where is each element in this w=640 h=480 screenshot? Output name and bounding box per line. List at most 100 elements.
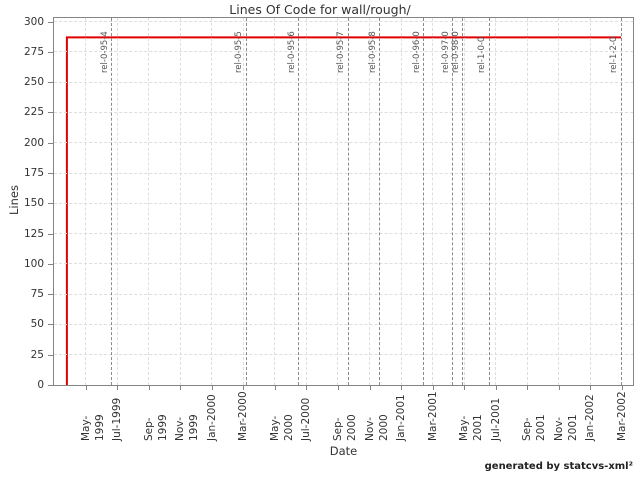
release-line — [488, 18, 490, 385]
y-tick-label: 300 — [23, 15, 44, 28]
y-tick-mark — [48, 233, 53, 235]
x-tick-label: Sep-2001 — [521, 414, 548, 441]
release-line — [298, 18, 300, 385]
x-tick-label: May-2000 — [268, 414, 295, 441]
y-gridline — [54, 202, 633, 204]
x-tick-mark — [85, 386, 87, 390]
x-gridline — [369, 18, 371, 385]
y-gridline — [54, 293, 633, 295]
y-tick-mark — [48, 203, 53, 205]
loc-series-path — [65, 36, 621, 385]
x-tick-label: Sep-1999 — [142, 414, 169, 441]
x-tick-mark — [306, 386, 308, 390]
x-tick-label: Jan-2001 — [395, 394, 408, 441]
x-gridline — [337, 18, 339, 385]
x-tick-label: Mar-2002 — [615, 391, 628, 441]
release-line — [452, 18, 454, 385]
x-tick-label: Mar-2001 — [426, 391, 439, 441]
y-tick-mark — [48, 173, 53, 175]
loc-series-line — [65, 36, 621, 385]
release-line — [111, 18, 113, 385]
y-gridline — [54, 51, 633, 53]
x-gridline — [526, 18, 528, 385]
y-gridline — [54, 354, 633, 356]
x-tick-label: Jul-2001 — [489, 397, 502, 441]
plot-area — [53, 17, 634, 386]
x-tick-label: Jan-2002 — [584, 394, 597, 441]
release-line — [379, 18, 381, 385]
release-label: rel-0-95-8 — [367, 31, 378, 73]
release-line — [347, 18, 349, 385]
x-tick-mark — [558, 386, 560, 390]
release-label: rel-0-95-6 — [286, 31, 297, 73]
release-line — [423, 18, 425, 385]
x-tick-label: Nov-2001 — [552, 414, 579, 441]
y-tick-mark — [48, 263, 53, 265]
x-tick-mark — [211, 386, 213, 390]
release-label: rel-0-95-4 — [99, 31, 110, 73]
x-gridline — [495, 18, 497, 385]
x-tick-mark — [401, 386, 403, 390]
y-tick-label: 175 — [23, 167, 44, 180]
x-gridline — [179, 18, 181, 385]
y-tick-label: 125 — [23, 227, 44, 240]
x-tick-mark — [337, 386, 339, 390]
y-tick-mark — [48, 385, 53, 386]
y-tick-mark — [48, 354, 53, 356]
x-tick-mark — [590, 386, 592, 390]
x-tick-mark — [527, 386, 529, 390]
y-gridline — [54, 111, 633, 113]
release-line — [620, 18, 622, 385]
release-label: rel-0-95-5 — [234, 31, 245, 73]
x-tick-label: Jan-2000 — [205, 394, 218, 441]
x-tick-label: Jul-1999 — [111, 397, 124, 441]
y-tick-label: 250 — [23, 76, 44, 89]
y-gridline — [54, 81, 633, 83]
x-gridline — [621, 18, 623, 385]
x-tick-mark — [274, 386, 276, 390]
x-gridline — [242, 18, 244, 385]
y-tick-mark — [48, 112, 53, 114]
x-tick-label: Jul-2000 — [300, 397, 313, 441]
x-tick-mark — [117, 386, 119, 390]
x-axis-title: Date — [329, 444, 358, 458]
x-gridline — [463, 18, 465, 385]
y-tick-label: 225 — [23, 106, 44, 119]
release-label: rel-0-98-0 — [450, 31, 461, 73]
x-tick-label: Sep-2000 — [331, 414, 358, 441]
y-tick-mark — [48, 82, 53, 84]
y-gridline — [54, 233, 633, 235]
x-tick-mark — [148, 386, 150, 390]
release-line — [245, 18, 247, 385]
release-label: rel-0-95-7 — [336, 31, 347, 73]
x-gridline — [274, 18, 276, 385]
x-tick-mark — [369, 386, 371, 390]
x-gridline — [305, 18, 307, 385]
y-tick-mark — [48, 294, 53, 296]
x-gridline — [211, 18, 213, 385]
x-tick-mark — [180, 386, 182, 390]
x-tick-mark — [243, 386, 245, 390]
y-tick-mark — [48, 51, 53, 53]
x-tick-mark — [495, 386, 497, 390]
x-gridline — [432, 18, 434, 385]
y-tick-label: 25 — [30, 348, 44, 361]
x-gridline — [116, 18, 118, 385]
y-gridline — [54, 142, 633, 144]
x-gridline — [558, 18, 560, 385]
y-gridline — [54, 21, 633, 23]
y-gridline — [54, 263, 633, 265]
x-tick-mark — [464, 386, 466, 390]
x-tick-label: May-2001 — [458, 414, 485, 441]
x-tick-label: Mar-2000 — [237, 391, 250, 441]
release-label: rel-1-0-0 — [477, 36, 488, 73]
x-tick-label: May-1999 — [79, 414, 106, 441]
release-label: rel-0-96-0 — [411, 31, 422, 73]
release-line — [462, 18, 464, 385]
y-tick-label: 50 — [30, 318, 44, 331]
chart-title: Lines Of Code for wall/rough/ — [229, 2, 411, 17]
y-tick-label: 150 — [23, 197, 44, 210]
y-tick-label: 275 — [23, 45, 44, 58]
x-tick-mark — [621, 386, 623, 390]
